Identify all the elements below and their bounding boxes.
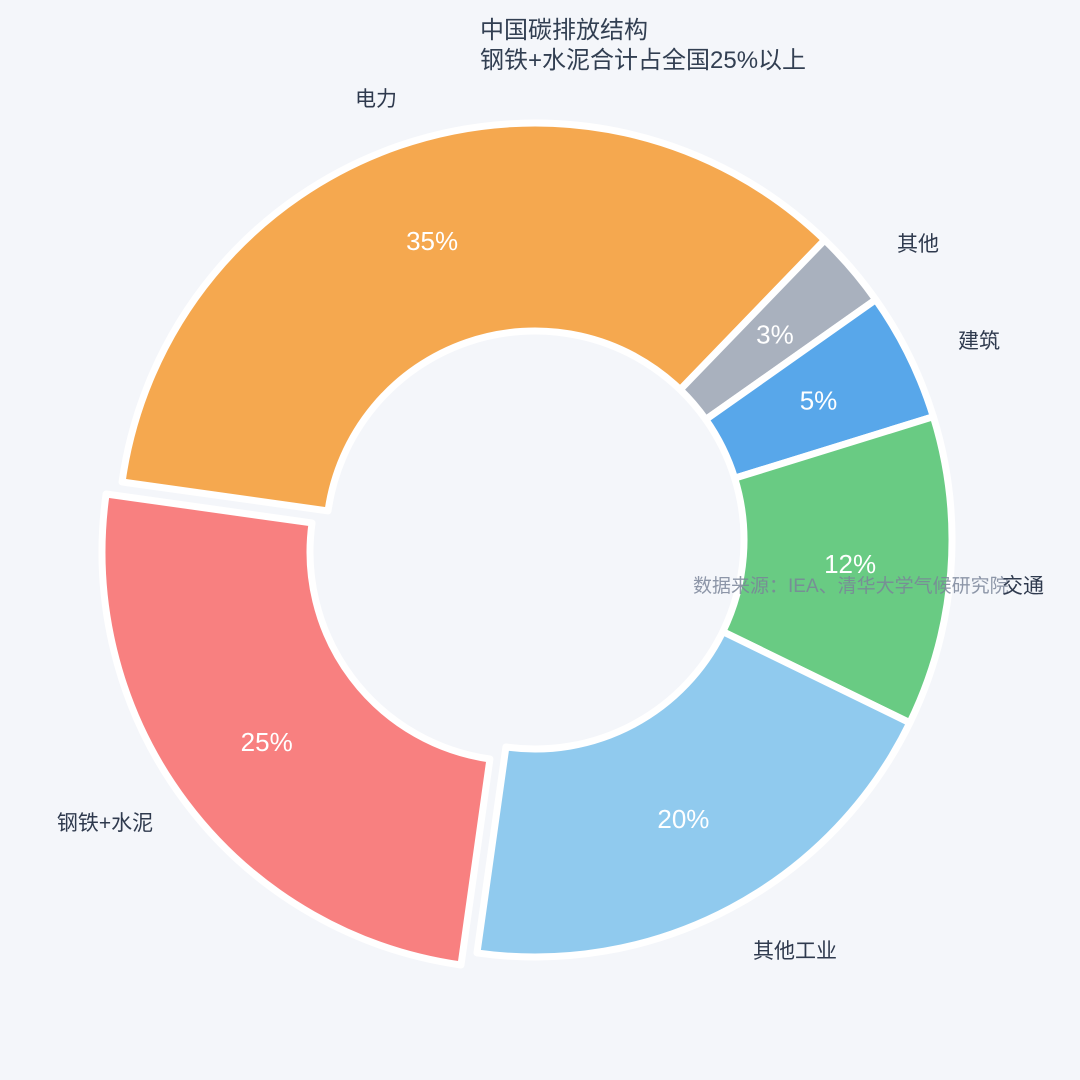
chart-title: 中国碳排放结构 bbox=[480, 17, 648, 44]
slice-percent-label-3: 12% bbox=[824, 549, 876, 579]
data-source-note: 数据来源：IEA、清华大学气候研究院 bbox=[693, 576, 1009, 597]
chart-subtitle: 钢铁+水泥合计占全国25%以上 bbox=[480, 47, 807, 74]
chart-title-block: 中国碳排放结构 钢铁+水泥合计占全国25%以上 bbox=[480, 16, 806, 76]
pie-slice-5[interactable] bbox=[98, 490, 494, 969]
slice-percent-label-5: 25% bbox=[241, 727, 293, 757]
pie-slice-3[interactable] bbox=[719, 413, 956, 727]
slice-percent-label-2: 5% bbox=[800, 386, 838, 416]
slice-percent-label-1: 3% bbox=[756, 319, 794, 349]
pie-slice-4[interactable] bbox=[473, 628, 914, 961]
pie-slice-0[interactable] bbox=[118, 119, 829, 515]
slice-percent-label-0: 35% bbox=[406, 226, 458, 256]
slice-percent-label-4: 20% bbox=[657, 804, 709, 834]
